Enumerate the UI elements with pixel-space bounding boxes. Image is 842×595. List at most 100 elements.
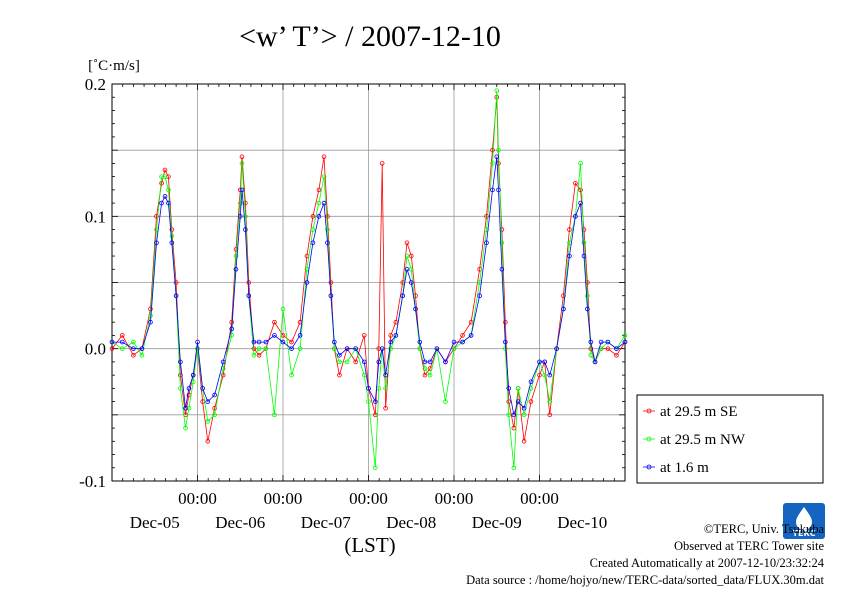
series-3-point [220,359,226,365]
series-3-point [237,214,243,219]
series-3-point [229,326,235,332]
series-3-point [376,359,382,365]
series-1-point [256,352,262,358]
series-3-point [263,339,269,345]
grid [112,84,625,481]
legend-swatch-marker [646,408,652,414]
series-1-point [239,154,245,160]
series-3-point [383,372,388,378]
series-1-point [246,280,252,285]
series-3-point [246,293,252,299]
series-3-point [119,339,125,345]
series-2-point [310,227,316,232]
series-2-point [511,465,517,471]
series-2-point [169,233,175,239]
series-1-point [383,405,388,411]
series-1-point [578,187,583,193]
series-3-point [515,399,521,404]
series-1-point [328,280,334,285]
series-3-point [511,412,517,418]
series-3-point [605,339,611,345]
series-3-point [361,359,367,365]
series-1-point [460,333,465,338]
y-tick-label: 0.0 [85,340,106,359]
x-tick-time-label: 00:00 [520,489,559,508]
series-3-point [183,405,188,411]
series-3-point [195,339,200,345]
series-3-point [379,346,385,351]
series-3-point [353,346,358,351]
series-3-point [537,359,542,365]
series-3-point [190,372,196,378]
series-3-point [388,339,394,345]
series-2-point [195,346,200,351]
series-3-point [451,339,457,345]
series-1-point [361,333,367,338]
x-tick-time-label: 00:00 [264,489,303,508]
series-3-point [528,379,534,385]
series-2-point [297,346,303,351]
series-2-point [585,293,590,299]
series-3-point [373,399,378,404]
series-2-point [515,386,521,391]
series-2-point [289,372,294,378]
series-1-point [528,399,534,404]
series-1-point [547,412,553,418]
series-3-point [200,386,205,391]
series-2-point [427,372,433,378]
series-2-point [237,200,243,206]
series-2-point [239,161,245,166]
series-1-point [212,405,217,411]
series-1-point [537,372,542,378]
series-1-point [567,227,572,232]
series-1-point [178,372,183,378]
series-1-point [237,187,243,193]
footer: ©TERC, Univ. Tsukuba Observed at TERC To… [466,521,824,589]
series-1-point [159,180,164,186]
series-3-point [581,253,587,259]
series-2-point [588,352,594,358]
y-unit-label: [˚C·m/s] [88,58,140,74]
series-1-point [521,438,527,444]
series-2-point [373,465,378,471]
series-1-point [502,319,508,325]
series-3-point [484,240,489,246]
data-source-text: Data source : /home/hojyo/new/TERC-data/… [466,573,824,587]
series-3-point [588,339,594,345]
chart-title: <w’ T’> / 2007-12-10 [239,20,501,53]
legend: at 29.5 m SE at 29.5 m NW at 1.6 m [636,394,824,484]
series-2-point [251,352,257,358]
series-3-point [233,266,239,272]
series-3-point [468,333,474,338]
series-2-point [383,386,388,391]
series-1-point [109,346,115,351]
series-2-point [581,240,587,246]
series-2-point [344,359,350,365]
x-tick-time-label: 00:00 [178,489,217,508]
legend-entry-label: at 29.5 m NW [660,432,746,448]
series-2-point [263,346,269,351]
series-3-point [542,359,547,365]
series-1-point [388,333,394,338]
series-3-point [413,306,418,312]
series-1-point [154,214,159,219]
series-2-point [272,412,277,418]
series-3-point [297,333,303,338]
x-tick-date-label: Dec-05 [130,513,180,532]
series-3-point [139,346,145,351]
series-3-point [256,339,262,345]
series-2-point [443,399,448,404]
series-1-point [496,161,501,166]
series-3-point [212,392,217,398]
series-3-point [272,333,277,338]
series-1-point [321,154,327,160]
series-3-point [422,359,428,365]
series-1-point [573,180,578,186]
series-2-point [119,346,125,351]
terc-logo: TERC [783,503,825,539]
series-1-point [205,438,211,444]
series-3-point [337,352,342,358]
series-3-point [280,339,286,345]
x-tick-date-label: Dec-06 [215,513,265,532]
series-1-point [131,352,136,358]
